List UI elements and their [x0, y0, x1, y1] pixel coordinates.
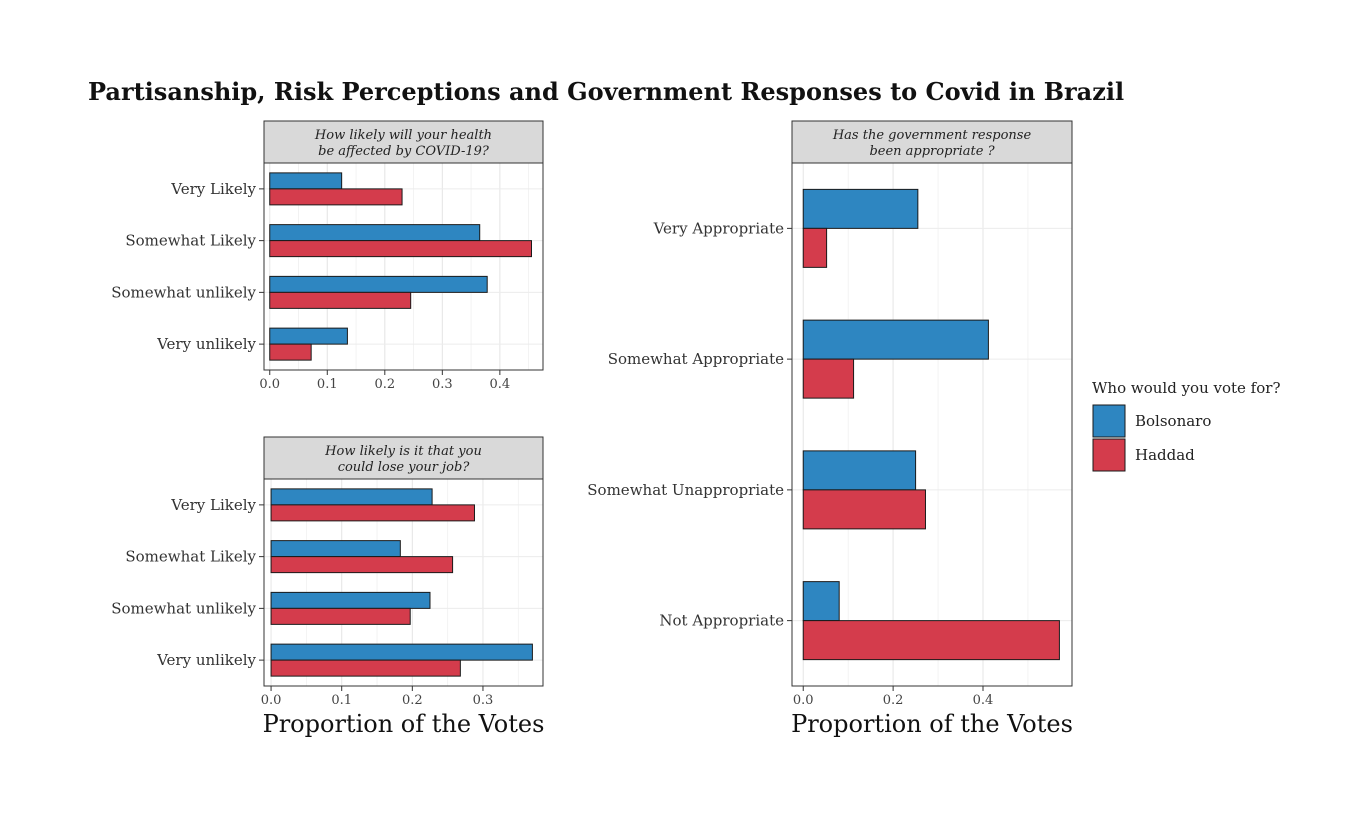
bar-bolsonaro-very-unlikely — [270, 643, 533, 661]
panel-border — [263, 162, 544, 371]
x-tick-label: 0.1 — [331, 693, 352, 708]
x-tick-label: 0.4 — [973, 693, 994, 708]
category-label: Not Appropriate — [659, 612, 784, 630]
legend-label-bolsonaro: Bolsonaro — [1135, 412, 1211, 430]
bar-haddad-somewhat-unlikely — [270, 607, 411, 625]
bar-bolsonaro-not-appropriate — [802, 581, 840, 622]
category-label: Very Likely — [170, 496, 256, 514]
bar-haddad-very-unlikely — [269, 343, 312, 361]
legend-swatch-haddad — [1092, 438, 1126, 472]
bar-haddad-somewhat-likely — [269, 240, 532, 258]
main-title: Partisanship, Risk Perceptions and Gover… — [88, 77, 1124, 106]
bar-haddad-very-appropriate — [802, 227, 828, 268]
bar-bolsonaro-somewhat-unlikely — [269, 275, 488, 293]
x-axis-title: Proportion of the Votes — [263, 710, 545, 738]
panel-strip — [263, 436, 544, 480]
bar-bolsonaro-somewhat-unappropriate — [802, 450, 917, 491]
category-label: Very Likely — [170, 180, 256, 198]
bar-bolsonaro-very-likely — [269, 172, 343, 190]
x-tick-label: 0.3 — [432, 377, 453, 392]
category-label: Somewhat unlikely — [111, 283, 256, 301]
strip-text-line: could lose your job? — [338, 460, 471, 475]
x-tick-label: 0.2 — [374, 377, 395, 392]
bar-haddad-very-likely — [270, 504, 475, 522]
x-tick-label: 0.0 — [261, 693, 282, 708]
category-label: Very unlikely — [156, 651, 256, 669]
legend-title: Who would you vote for? — [1092, 379, 1280, 397]
bar-haddad-somewhat-appropriate — [802, 358, 855, 399]
x-axis-title: Proportion of the Votes — [791, 710, 1073, 738]
category-label: Somewhat Appropriate — [608, 350, 784, 368]
x-tick-label: 0.3 — [473, 693, 494, 708]
panel-strip — [791, 120, 1073, 164]
x-tick-label: 0.0 — [259, 377, 280, 392]
category-label: Somewhat Likely — [125, 548, 256, 566]
bar-bolsonaro-somewhat-appropriate — [802, 319, 989, 360]
strip-text-line: How likely is it that you — [324, 444, 482, 459]
category-label: Somewhat unlikely — [111, 599, 256, 617]
x-tick-label: 0.1 — [317, 377, 338, 392]
strip-text-line: How likely will your health — [314, 128, 492, 143]
x-tick-label: 0.2 — [883, 693, 904, 708]
bar-haddad-not-appropriate — [802, 620, 1060, 661]
strip-text-line: been appropriate ? — [869, 144, 995, 159]
panel-border — [263, 478, 544, 687]
bar-haddad-somewhat-unappropriate — [802, 489, 926, 530]
bar-bolsonaro-somewhat-likely — [269, 224, 481, 242]
bar-bolsonaro-very-appropriate — [802, 188, 919, 229]
category-label: Very Appropriate — [653, 219, 785, 237]
bar-haddad-very-unlikely — [270, 659, 461, 677]
x-tick-label: 0.2 — [402, 693, 423, 708]
bar-bolsonaro-somewhat-likely — [270, 540, 401, 558]
x-tick-label: 0.4 — [490, 377, 511, 392]
legend: Who would you vote for? Bolsonaro Haddad — [1092, 379, 1280, 472]
panel-strip — [263, 120, 544, 164]
category-label: Somewhat Unappropriate — [587, 481, 784, 499]
legend-label-haddad: Haddad — [1135, 446, 1195, 464]
bar-haddad-very-likely — [269, 188, 403, 206]
bar-bolsonaro-somewhat-unlikely — [270, 591, 431, 609]
category-label: Very unlikely — [156, 335, 256, 353]
bar-bolsonaro-very-likely — [270, 488, 433, 506]
category-label: Somewhat Likely — [125, 232, 256, 250]
strip-text-line: be affected by COVID-19? — [318, 144, 490, 159]
bar-haddad-somewhat-unlikely — [269, 291, 412, 309]
panel-border — [791, 162, 1073, 687]
x-tick-label: 0.0 — [793, 693, 814, 708]
strip-text-line: Has the government response — [832, 128, 1032, 143]
bar-bolsonaro-very-unlikely — [269, 327, 348, 345]
bar-haddad-somewhat-likely — [270, 556, 454, 574]
legend-swatch-bolsonaro — [1092, 404, 1126, 438]
